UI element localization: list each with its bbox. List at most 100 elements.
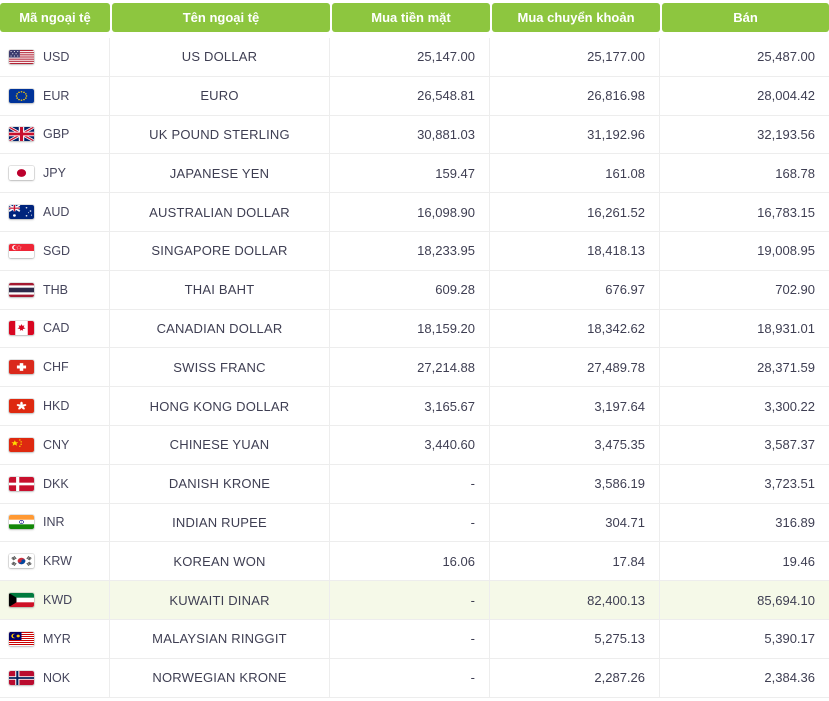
currency-name: US DOLLAR (110, 38, 330, 76)
table-row[interactable]: JPY JAPANESE YEN 159.47 161.08 168.78 (0, 154, 829, 194)
transfer-buy-value: 304.71 (490, 503, 660, 542)
transfer-buy-value: 17.84 (490, 542, 660, 581)
currency-name: CANADIAN DOLLAR (110, 309, 330, 348)
transfer-buy-value: 3,197.64 (490, 387, 660, 425)
currency-code: USD (43, 49, 70, 64)
sell-value: 28,371.59 (757, 359, 815, 375)
sell-value: 19,008.95 (757, 243, 815, 259)
transfer-buy-value: 676.97 (490, 270, 660, 309)
transfer-buy-value: 26,816.98 (490, 76, 660, 115)
sell-value: 3,300.22 (764, 398, 815, 414)
currency-code-cell: HKD (0, 387, 110, 425)
sell-value: 3,587.37 (764, 437, 815, 453)
table-header-row: Mã ngoại tệ Tên ngoại tệ Mua tiền mặt Mu… (0, 3, 829, 32)
hkd-flag-icon (9, 399, 34, 414)
header-cash-buy: Mua tiền mặt (332, 3, 490, 32)
header-currency-code: Mã ngoại tệ (0, 3, 110, 32)
transfer-buy-value: 5,275.13 (490, 619, 660, 658)
table-row[interactable]: KWD KUWAITI DINAR - 82,400.13 85,694.10 (0, 581, 829, 620)
sell-value: 168.78 (775, 165, 815, 181)
currency-name: UK POUND STERLING (110, 115, 330, 154)
cad-flag-icon (9, 321, 34, 336)
currency-code: HKD (43, 399, 70, 414)
table-row[interactable]: KRW KOREAN WON 16.06 17.84 19.46 (0, 542, 829, 582)
currency-code: KWD (43, 593, 73, 608)
table-row[interactable]: CNY CHINESE YUAN 3,440.60 3,475.35 3,587… (0, 425, 829, 465)
currency-code-cell: EUR (0, 76, 110, 115)
table-row[interactable]: INR INDIAN RUPEE - 304.71 316.89 (0, 503, 829, 543)
table-row[interactable]: EUR EURO 26,548.81 26,816.98 28,004.42 (0, 76, 829, 116)
header-sell: Bán (662, 3, 829, 32)
table-row[interactable]: MYR MALAYSIAN RINGGIT - 5,275.13 5,390.1… (0, 619, 829, 659)
header-transfer-buy: Mua chuyển khoản (492, 3, 660, 32)
cash-buy-value: 26,548.81 (330, 76, 490, 115)
currency-name: MALAYSIAN RINGGIT (110, 619, 330, 658)
gbp-flag-icon (9, 127, 34, 142)
transfer-buy-value: 16,261.52 (490, 193, 660, 231)
currency-name: THAI BAHT (110, 270, 330, 309)
myr-flag-icon (9, 631, 34, 646)
transfer-buy-value: 3,475.35 (490, 425, 660, 464)
table-row[interactable]: CHF SWISS FRANC 27,214.88 27,489.78 28,3… (0, 348, 829, 388)
sell-value: 2,384.36 (764, 670, 815, 686)
currency-name: EURO (110, 76, 330, 115)
table-row[interactable]: THB THAI BAHT 609.28 676.97 702.90 (0, 270, 829, 310)
currency-code: EUR (43, 88, 70, 103)
sell-value: 19.46 (782, 553, 815, 569)
sell-value: 702.90 (775, 282, 815, 298)
cash-buy-value: 16.06 (330, 542, 490, 581)
header-currency-name: Tên ngoại tệ (112, 3, 330, 32)
currency-code: KRW (43, 554, 72, 569)
transfer-buy-value: 27,489.78 (490, 348, 660, 387)
table-row[interactable]: HKD HONG KONG DOLLAR 3,165.67 3,197.64 3… (0, 387, 829, 426)
transfer-buy-value: 18,342.62 (490, 309, 660, 348)
sell-value: 316.89 (775, 514, 815, 530)
eur-flag-icon (9, 88, 34, 103)
jpy-flag-icon (9, 166, 34, 181)
chf-flag-icon (9, 360, 34, 375)
currency-code-cell: USD (0, 38, 110, 76)
currency-name: KOREAN WON (110, 542, 330, 581)
table-row[interactable]: DKK DANISH KRONE - 3,586.19 3,723.51 (0, 464, 829, 504)
thb-flag-icon (9, 282, 34, 297)
cash-buy-value: - (330, 658, 490, 697)
currency-code: CAD (43, 321, 70, 336)
sell-value: 32,193.56 (757, 126, 815, 142)
sell-value: 18,931.01 (757, 320, 815, 336)
table-row[interactable]: GBP UK POUND STERLING 30,881.03 31,192.9… (0, 115, 829, 155)
inr-flag-icon (9, 515, 34, 530)
cash-buy-value: 25,147.00 (330, 38, 490, 76)
currency-code-cell: INR (0, 503, 110, 542)
currency-code: GBP (43, 127, 70, 142)
currency-name: INDIAN RUPEE (110, 503, 330, 542)
currency-name: SWISS FRANC (110, 348, 330, 387)
transfer-buy-value: 82,400.13 (490, 581, 660, 619)
currency-code: MYR (43, 631, 71, 646)
currency-name: NORWEGIAN KRONE (110, 658, 330, 697)
currency-code-cell: DKK (0, 464, 110, 503)
currency-code: SGD (43, 243, 71, 258)
table-row[interactable]: AUD AUSTRALIAN DOLLAR 16,098.90 16,261.5… (0, 193, 829, 232)
table-row[interactable]: SGD SINGAPORE DOLLAR 18,233.95 18,418.13… (0, 231, 829, 271)
nok-flag-icon (9, 670, 34, 685)
currency-code-cell: KWD (0, 581, 110, 619)
cash-buy-value: - (330, 503, 490, 542)
currency-code-cell: CAD (0, 309, 110, 348)
table-row[interactable]: NOK NORWEGIAN KRONE - 2,287.26 2,384.36 (0, 658, 829, 698)
currency-code-cell: CNY (0, 425, 110, 464)
currency-code-cell: CHF (0, 348, 110, 387)
cash-buy-value: 27,214.88 (330, 348, 490, 387)
currency-name: CHINESE YUAN (110, 425, 330, 464)
exchange-rates-table: Mã ngoại tệ Tên ngoại tệ Mua tiền mặt Mu… (0, 3, 829, 698)
table-body: USD US DOLLAR 25,147.00 25,177.00 25,487… (0, 38, 829, 698)
cash-buy-value: - (330, 464, 490, 503)
cash-buy-value: - (330, 581, 490, 619)
cash-buy-value: 16,098.90 (330, 193, 490, 231)
currency-code-cell: KRW (0, 542, 110, 581)
table-row[interactable]: USD US DOLLAR 25,147.00 25,177.00 25,487… (0, 38, 829, 77)
kwd-flag-icon (9, 593, 34, 608)
cash-buy-value: 30,881.03 (330, 115, 490, 154)
currency-name: KUWAITI DINAR (110, 581, 330, 619)
table-row[interactable]: CAD CANADIAN DOLLAR 18,159.20 18,342.62 … (0, 309, 829, 349)
currency-name: HONG KONG DOLLAR (110, 387, 330, 425)
